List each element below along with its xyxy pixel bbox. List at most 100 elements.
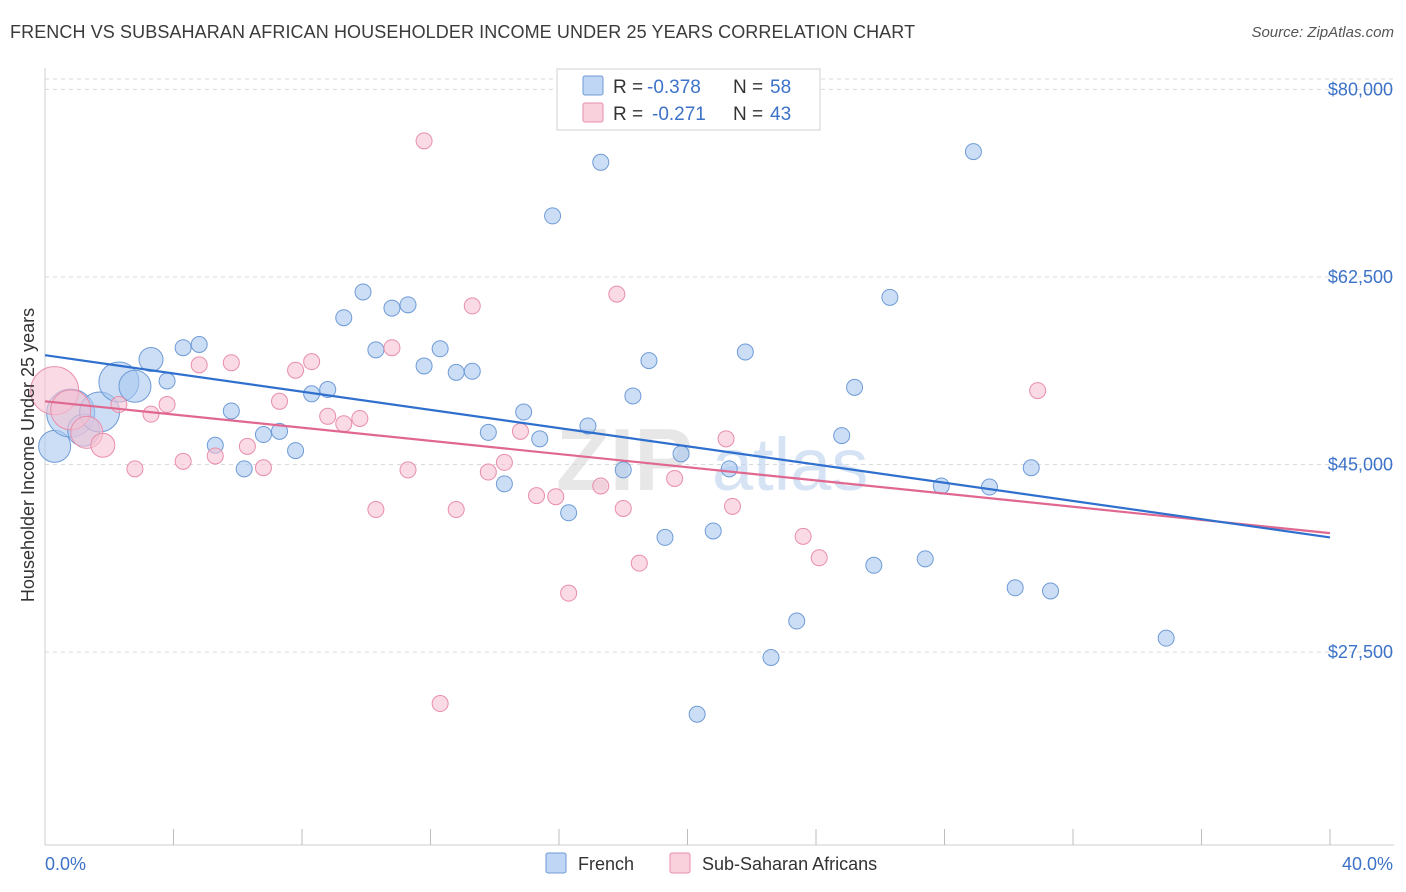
y-tick-label: $80,000	[1328, 79, 1393, 99]
y-axis-title: Householder Income Under 25 years	[18, 308, 38, 602]
subsaharan-point	[206, 447, 224, 465]
legend-french-r-value: -0.378	[647, 77, 701, 98]
subsaharan-point	[592, 477, 610, 495]
subsaharan-point	[810, 549, 828, 567]
subsaharan-point	[254, 459, 272, 477]
french-point	[515, 403, 533, 421]
subsaharan-point	[367, 501, 385, 519]
subsaharan-point	[447, 501, 465, 519]
subsaharan-point	[335, 415, 353, 433]
legend-bottom-sub-swatch	[669, 852, 691, 874]
legend-french-n-value: 58	[770, 77, 791, 98]
legend-french-r-label: R =	[613, 77, 643, 98]
french-point	[640, 352, 658, 370]
french-point	[399, 296, 417, 314]
subsaharan-point	[190, 356, 208, 374]
french-point	[287, 442, 305, 460]
legend-bottom-french-swatch	[545, 852, 567, 874]
french-point	[271, 422, 289, 440]
subsaharan-point	[303, 353, 321, 371]
french-point	[138, 347, 164, 373]
french-point	[254, 426, 272, 444]
french-point	[624, 387, 642, 405]
french-point	[1157, 629, 1175, 647]
subsaharan-point	[630, 554, 648, 572]
legend-french-swatch	[582, 75, 604, 96]
french-point	[614, 461, 632, 479]
french-point	[235, 460, 253, 478]
french-point	[865, 556, 883, 574]
french-point	[158, 372, 176, 390]
legend-stats: R = -0.378 N = 58 R = -0.271 N = 43	[556, 68, 821, 131]
subsaharan-point	[794, 527, 812, 545]
french-point	[964, 143, 982, 161]
french-point	[335, 309, 353, 327]
french-point	[916, 550, 934, 568]
french-point	[319, 381, 337, 399]
legend-sub-n-value: 43	[770, 104, 791, 125]
french-point	[846, 378, 864, 396]
subsaharan-point	[511, 422, 529, 440]
y-tick-label: $45,000	[1328, 455, 1393, 475]
subsaharan-point	[222, 354, 240, 372]
x-tick-label: 0.0%	[45, 854, 86, 874]
subsaharan-point	[495, 453, 513, 471]
french-point	[672, 445, 690, 463]
legend-bottom-french-label: French	[578, 854, 634, 874]
legend-sub-r-value: -0.271	[652, 104, 706, 125]
french-point	[762, 648, 780, 666]
legend-bottom-sub-label: Sub-Saharan Africans	[702, 854, 877, 874]
french-point	[222, 402, 240, 420]
french-point	[1022, 459, 1040, 477]
french-point	[736, 343, 754, 361]
subsaharan-points	[30, 132, 1047, 713]
subsaharan-point	[238, 437, 256, 455]
french-point	[531, 430, 549, 448]
watermark-zip: ZIP	[556, 410, 693, 509]
french-points	[38, 143, 1175, 723]
subsaharan-point	[287, 361, 305, 379]
french-point	[479, 423, 497, 441]
subsaharan-point	[158, 396, 176, 414]
y-tick-label: $27,500	[1328, 642, 1393, 662]
subsaharan-point	[126, 460, 144, 478]
subsaharan-point	[723, 497, 741, 515]
y-tick-label: $62,500	[1328, 267, 1393, 287]
subsaharan-point	[431, 695, 449, 713]
subsaharan-point	[717, 430, 735, 448]
subsaharan-point	[383, 339, 401, 357]
french-point	[463, 362, 481, 380]
subsaharan-trend-line	[44, 400, 1331, 535]
legend-french-n-label: N =	[733, 77, 763, 98]
french-point	[367, 341, 385, 359]
subsaharan-point	[90, 432, 116, 458]
x-tick-label: 40.0%	[1342, 854, 1393, 874]
french-point	[431, 340, 449, 358]
french-point	[415, 357, 433, 375]
source-label: Source: ZipAtlas.com	[1251, 24, 1394, 41]
french-point	[704, 522, 722, 540]
french-point	[354, 283, 372, 301]
subsaharan-point	[399, 461, 417, 479]
subsaharan-point	[608, 285, 626, 303]
legend-sub-r-label: R =	[613, 104, 643, 125]
subsaharan-point	[174, 452, 192, 470]
french-point	[118, 369, 152, 403]
french-point	[980, 478, 998, 496]
french-point	[495, 475, 513, 493]
french-point	[560, 504, 578, 522]
subsaharan-point	[271, 392, 289, 410]
legend-series: French Sub-Saharan Africans	[545, 852, 877, 874]
french-point	[592, 153, 610, 171]
subsaharan-point	[547, 488, 565, 506]
french-point	[833, 427, 851, 445]
legend-sub-n-label: N =	[733, 104, 763, 125]
subsaharan-point	[319, 407, 337, 425]
french-point	[881, 288, 899, 306]
french-point	[688, 705, 706, 723]
subsaharan-point	[528, 487, 546, 505]
french-point	[447, 363, 465, 381]
french-point	[190, 336, 208, 354]
